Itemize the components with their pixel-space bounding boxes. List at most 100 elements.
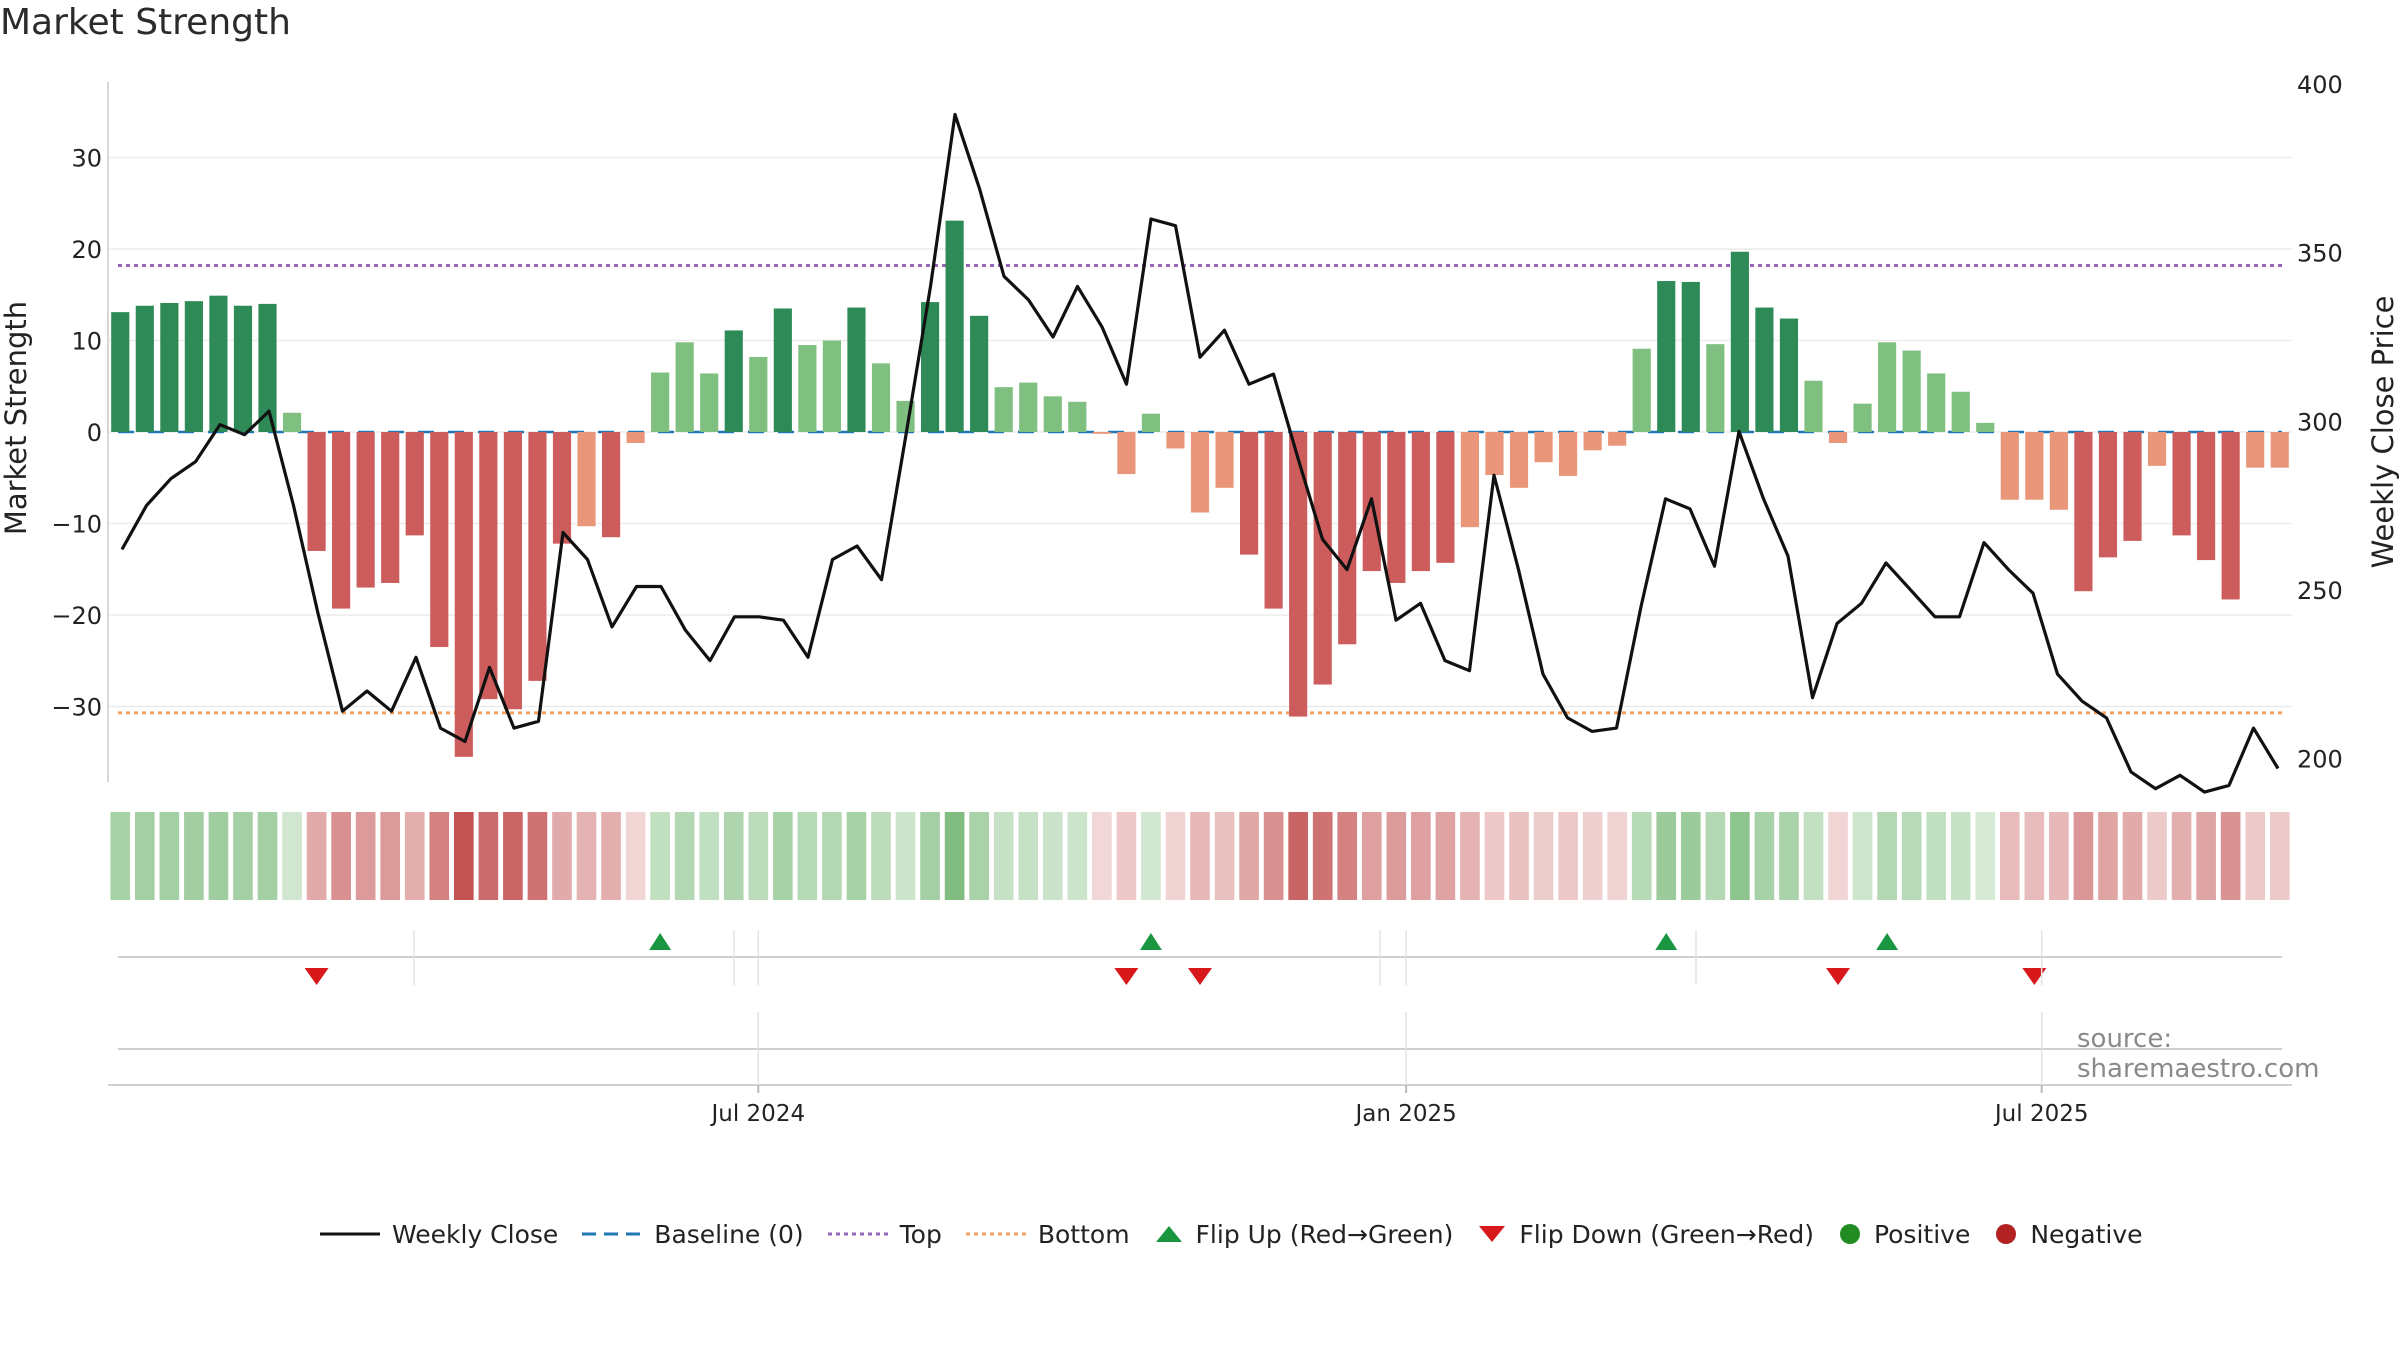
strength-bar — [1215, 432, 1234, 488]
legend-label: Positive — [1873, 1219, 1971, 1249]
heat-cell — [503, 812, 523, 900]
strength-bar — [503, 432, 522, 710]
heat-cell — [2024, 812, 2045, 900]
heat-cell — [1975, 812, 1996, 900]
weekly-close-line — [120, 112, 2280, 794]
heat-cell — [134, 812, 155, 900]
heat-cell — [2073, 812, 2094, 900]
heat-cell — [2122, 812, 2143, 900]
legend-baseline: Baseline (0) — [582, 1220, 804, 1249]
weekly-close-series — [120, 112, 2280, 794]
heat-cell — [969, 812, 989, 900]
strength-bar — [2123, 432, 2142, 541]
strength-bar — [1092, 432, 1111, 434]
heat-cell — [1509, 812, 1529, 900]
strength-bar — [1239, 432, 1259, 555]
heat-cell — [1361, 812, 1382, 900]
heat-cell — [208, 812, 229, 900]
strength-bar — [822, 340, 841, 432]
flip-down-marker — [1188, 968, 1212, 985]
legend-flip-down: Flip Down (Green→Red) — [1477, 1220, 1814, 1249]
strength-bar — [2074, 432, 2093, 592]
y-tick-label-left: 10 — [71, 328, 102, 356]
heat-cell — [871, 812, 891, 900]
heat-cell — [846, 812, 867, 900]
strength-bar — [1338, 432, 1357, 645]
flip-up-marker — [1139, 933, 1162, 950]
strength-bar — [1779, 318, 1799, 432]
y-tick-label-right: 300 — [2297, 408, 2343, 436]
heat-cell — [1116, 812, 1137, 900]
heat-cell — [1754, 812, 1775, 900]
strength-bar — [1387, 432, 1406, 583]
strength-bar — [1043, 396, 1062, 432]
legend-top: Top — [827, 1220, 942, 1249]
heat-cell — [1828, 812, 1848, 900]
flip-up-marker — [1655, 933, 1678, 950]
strength-bar — [675, 342, 694, 432]
heat-cell — [552, 812, 572, 900]
heat-cell — [895, 812, 916, 900]
flip-down-marker — [1826, 968, 1851, 985]
heat-cell — [1067, 812, 1088, 900]
strength-bar — [1509, 432, 1529, 488]
source-note: source: sharemaestro.com — [2077, 1024, 2320, 1084]
heat-cell — [1803, 812, 1824, 900]
flip-down-marker — [2022, 968, 2047, 985]
axes: 30 20 10 0 −10 −20 −30 400 350 300 250 200 — [51, 71, 2343, 782]
strength-bar — [430, 432, 449, 648]
strength-bar — [454, 432, 473, 757]
heat-cell — [1779, 812, 1799, 900]
heat-cell — [2220, 812, 2241, 900]
heat-cell — [1680, 812, 1701, 900]
strength-bar — [1853, 403, 1872, 432]
strength-bar — [1436, 432, 1455, 563]
legend-label: Flip Down (Green→Red) — [1519, 1219, 1814, 1249]
strength-bar — [2000, 432, 2019, 500]
strength-bar — [2147, 432, 2167, 466]
flip-markers-panel — [118, 930, 2282, 985]
bottom-panel: Jul 2024 Jan 2025 Jul 2025 — [108, 1012, 2292, 1127]
y-tick-label-left: 0 — [87, 419, 102, 447]
heat-cell — [1730, 812, 1750, 900]
flip-up-marker — [1876, 933, 1899, 950]
heat-cell — [576, 812, 597, 900]
heat-cell — [1337, 812, 1358, 900]
strength-bar — [1755, 307, 1774, 432]
strength-bar — [2098, 432, 2118, 558]
y-tick-label-right: 400 — [2297, 71, 2343, 99]
heat-cell — [1950, 812, 1971, 900]
strength-bar — [1706, 344, 1725, 432]
heat-cell — [2196, 812, 2216, 900]
heat-cell — [1533, 812, 1554, 900]
y-tick-label-left: 20 — [71, 236, 102, 264]
heat-cell — [1999, 812, 2020, 900]
strength-bar — [970, 315, 989, 432]
strength-bars — [111, 220, 2289, 757]
strength-bar — [356, 432, 375, 588]
strength-heat-strip — [110, 812, 2290, 900]
heat-cell — [1165, 812, 1186, 900]
strength-bar — [577, 432, 596, 527]
heat-cell — [625, 812, 646, 900]
strength-bar — [135, 305, 154, 432]
strength-bar — [1117, 432, 1136, 475]
legend-bottom: Bottom — [965, 1220, 1130, 1249]
strength-bar — [1534, 432, 1553, 463]
y-tick-label-left: −10 — [51, 511, 102, 539]
strength-bar — [2197, 432, 2216, 561]
heat-cell — [2098, 812, 2118, 900]
y-tick-label-left: −20 — [51, 602, 102, 630]
strength-bar — [626, 432, 645, 443]
heat-cell — [380, 812, 401, 900]
heat-cell — [184, 812, 204, 900]
legend-weekly-close: Weekly Close — [320, 1220, 558, 1249]
heat-cell — [1926, 812, 1946, 900]
strength-bar — [1460, 432, 1480, 528]
heat-cell — [1092, 812, 1112, 900]
strength-bar — [798, 345, 817, 432]
strength-bar — [1019, 382, 1038, 432]
strength-bar — [773, 308, 792, 432]
heat-cell — [1288, 812, 1308, 900]
strength-bar — [1730, 251, 1749, 432]
